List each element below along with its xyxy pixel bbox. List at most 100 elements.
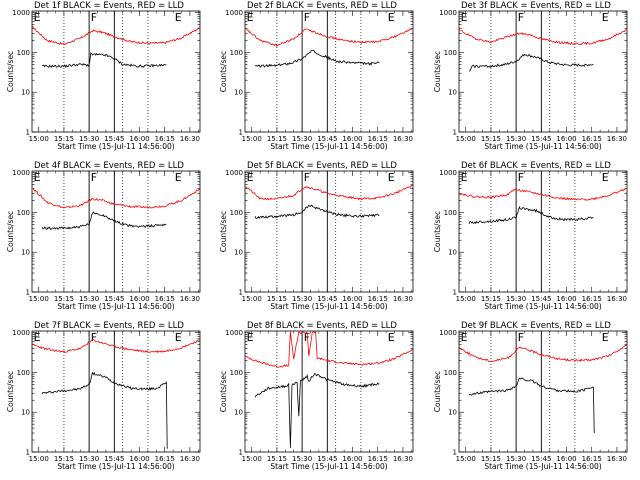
y-tick-label: 1 bbox=[239, 449, 243, 457]
segment-marker-label: E bbox=[461, 11, 468, 24]
x-axis-label: Start Time (15-Jul-11 14:56:00) bbox=[57, 142, 174, 151]
segment-marker-label: F bbox=[304, 331, 310, 344]
segment-marker-label: F bbox=[518, 11, 524, 24]
x-tick-label: 15:15 bbox=[54, 455, 74, 463]
y-tick-label: 1 bbox=[453, 289, 457, 297]
panel-9: Det 9f BLACK = Events, RED = LLD 1 10 100 10… bbox=[433, 321, 628, 471]
y-tick-label: 100 bbox=[230, 49, 243, 57]
lld-series-line bbox=[458, 28, 628, 46]
y-tick-label: 10 bbox=[448, 249, 457, 257]
x-tick-label: 16:00 bbox=[129, 135, 149, 143]
x-tick-label: 16:00 bbox=[556, 295, 576, 303]
x-tick-label: 15:15 bbox=[267, 295, 287, 303]
x-axis-label: Start Time (15-Jul-11 14:56:00) bbox=[484, 302, 601, 311]
x-axis-label: Start Time (15-Jul-11 14:56:00) bbox=[270, 302, 387, 311]
panel-title: Det 9f BLACK = Events, RED = LLD bbox=[461, 321, 611, 331]
x-tick-label: 15:30 bbox=[506, 455, 526, 463]
lld-series-line bbox=[32, 188, 201, 209]
x-tick-label: 16:15 bbox=[368, 135, 388, 143]
x-tick-label: 15:45 bbox=[104, 295, 124, 303]
y-axis-label: Counts/sec bbox=[219, 371, 228, 412]
segment-marker-label: E bbox=[175, 171, 182, 184]
x-tick-label: 16:00 bbox=[129, 455, 149, 463]
y-tick-label: 1 bbox=[239, 289, 243, 297]
y-tick-label: 10 bbox=[448, 89, 457, 97]
y-tick-label: 1000 bbox=[225, 169, 243, 177]
segment-marker-label: E bbox=[34, 331, 41, 344]
segment-marker-label: E bbox=[388, 171, 395, 184]
x-tick-label: 15:00 bbox=[456, 455, 476, 463]
x-tick-label: 15:30 bbox=[292, 135, 312, 143]
x-tick-label: 15:15 bbox=[481, 455, 501, 463]
panel-6: Det 6f BLACK = Events, RED = LLD 1 10 100 10… bbox=[433, 161, 628, 311]
x-tick-label: 15:15 bbox=[267, 135, 287, 143]
y-tick-label: 1000 bbox=[439, 329, 457, 337]
panel-title: Det 5f BLACK = Events, RED = LLD bbox=[247, 161, 397, 171]
panel-title: Det 4f BLACK = Events, RED = LLD bbox=[34, 161, 184, 171]
segment-marker-label: F bbox=[304, 11, 310, 24]
x-tick-label: 16:30 bbox=[393, 295, 413, 303]
events-series-line bbox=[468, 205, 594, 225]
x-tick-label: 16:30 bbox=[393, 135, 413, 143]
plot-frame bbox=[458, 170, 628, 293]
plot-frame bbox=[244, 170, 414, 293]
x-tick-label: 16:30 bbox=[607, 135, 627, 143]
events-series-line bbox=[254, 204, 380, 219]
y-tick-label: 100 bbox=[444, 369, 457, 377]
panel-3: Det 3f BLACK = Events, RED = LLD 1 10 100 10… bbox=[433, 1, 628, 151]
x-tick-label: 16:30 bbox=[607, 295, 627, 303]
y-tick-label: 100 bbox=[17, 49, 30, 57]
y-tick-label: 1 bbox=[26, 449, 30, 457]
y-tick-label: 10 bbox=[448, 409, 457, 417]
events-series-line bbox=[468, 53, 594, 72]
y-tick-label: 1000 bbox=[12, 329, 30, 337]
x-axis-label: Start Time (15-Jul-11 14:56:00) bbox=[57, 302, 174, 311]
panel-8: Det 8f BLACK = Events, RED = LLD 1 10 100 10… bbox=[219, 321, 414, 471]
x-tick-label: 15:00 bbox=[456, 135, 476, 143]
x-tick-label: 15:00 bbox=[29, 295, 49, 303]
plot-frame bbox=[31, 10, 201, 133]
plot-frame bbox=[458, 10, 628, 133]
y-axis-label: Counts/sec bbox=[433, 211, 442, 252]
events-series-line bbox=[254, 372, 380, 448]
y-tick-label: 1 bbox=[26, 289, 30, 297]
x-tick-label: 16:15 bbox=[155, 295, 175, 303]
y-tick-label: 10 bbox=[234, 249, 243, 257]
y-tick-label: 100 bbox=[17, 209, 30, 217]
y-axis-label: Counts/sec bbox=[6, 51, 15, 92]
x-tick-label: 15:30 bbox=[292, 295, 312, 303]
segment-marker-label: E bbox=[461, 171, 468, 184]
segment-marker-label: F bbox=[518, 171, 524, 184]
y-tick-label: 1 bbox=[26, 129, 30, 137]
x-tick-label: 16:30 bbox=[393, 455, 413, 463]
lld-series-line bbox=[244, 27, 414, 48]
x-tick-label: 16:00 bbox=[556, 455, 576, 463]
x-tick-label: 15:00 bbox=[29, 455, 49, 463]
y-tick-label: 1000 bbox=[12, 169, 30, 177]
x-tick-label: 15:15 bbox=[481, 295, 501, 303]
segment-marker-label: E bbox=[388, 331, 395, 344]
y-axis-label: Counts/sec bbox=[6, 211, 15, 252]
x-tick-label: 15:15 bbox=[481, 135, 501, 143]
panel-4: Det 4f BLACK = Events, RED = LLD 1 10 100 10… bbox=[6, 161, 201, 311]
y-tick-label: 1000 bbox=[225, 9, 243, 17]
x-tick-label: 15:45 bbox=[104, 135, 124, 143]
x-tick-label: 15:45 bbox=[317, 295, 337, 303]
segment-marker-label: E bbox=[34, 11, 41, 24]
x-tick-label: 15:30 bbox=[292, 455, 312, 463]
x-tick-label: 15:00 bbox=[29, 135, 49, 143]
x-tick-label: 16:15 bbox=[582, 295, 602, 303]
x-tick-label: 16:15 bbox=[368, 455, 388, 463]
y-tick-label: 10 bbox=[21, 409, 30, 417]
x-tick-label: 16:15 bbox=[368, 295, 388, 303]
y-tick-label: 10 bbox=[21, 249, 30, 257]
x-tick-label: 16:15 bbox=[582, 455, 602, 463]
x-tick-label: 15:30 bbox=[506, 135, 526, 143]
events-series-line bbox=[468, 377, 595, 434]
segment-marker-label: F bbox=[304, 171, 310, 184]
panel-7: Det 7f BLACK = Events, RED = LLD 1 10 100 10… bbox=[6, 321, 201, 471]
y-tick-label: 100 bbox=[444, 209, 457, 217]
segment-marker-label: E bbox=[175, 331, 182, 344]
segment-marker-label: E bbox=[602, 11, 609, 24]
x-tick-label: 15:45 bbox=[531, 295, 551, 303]
